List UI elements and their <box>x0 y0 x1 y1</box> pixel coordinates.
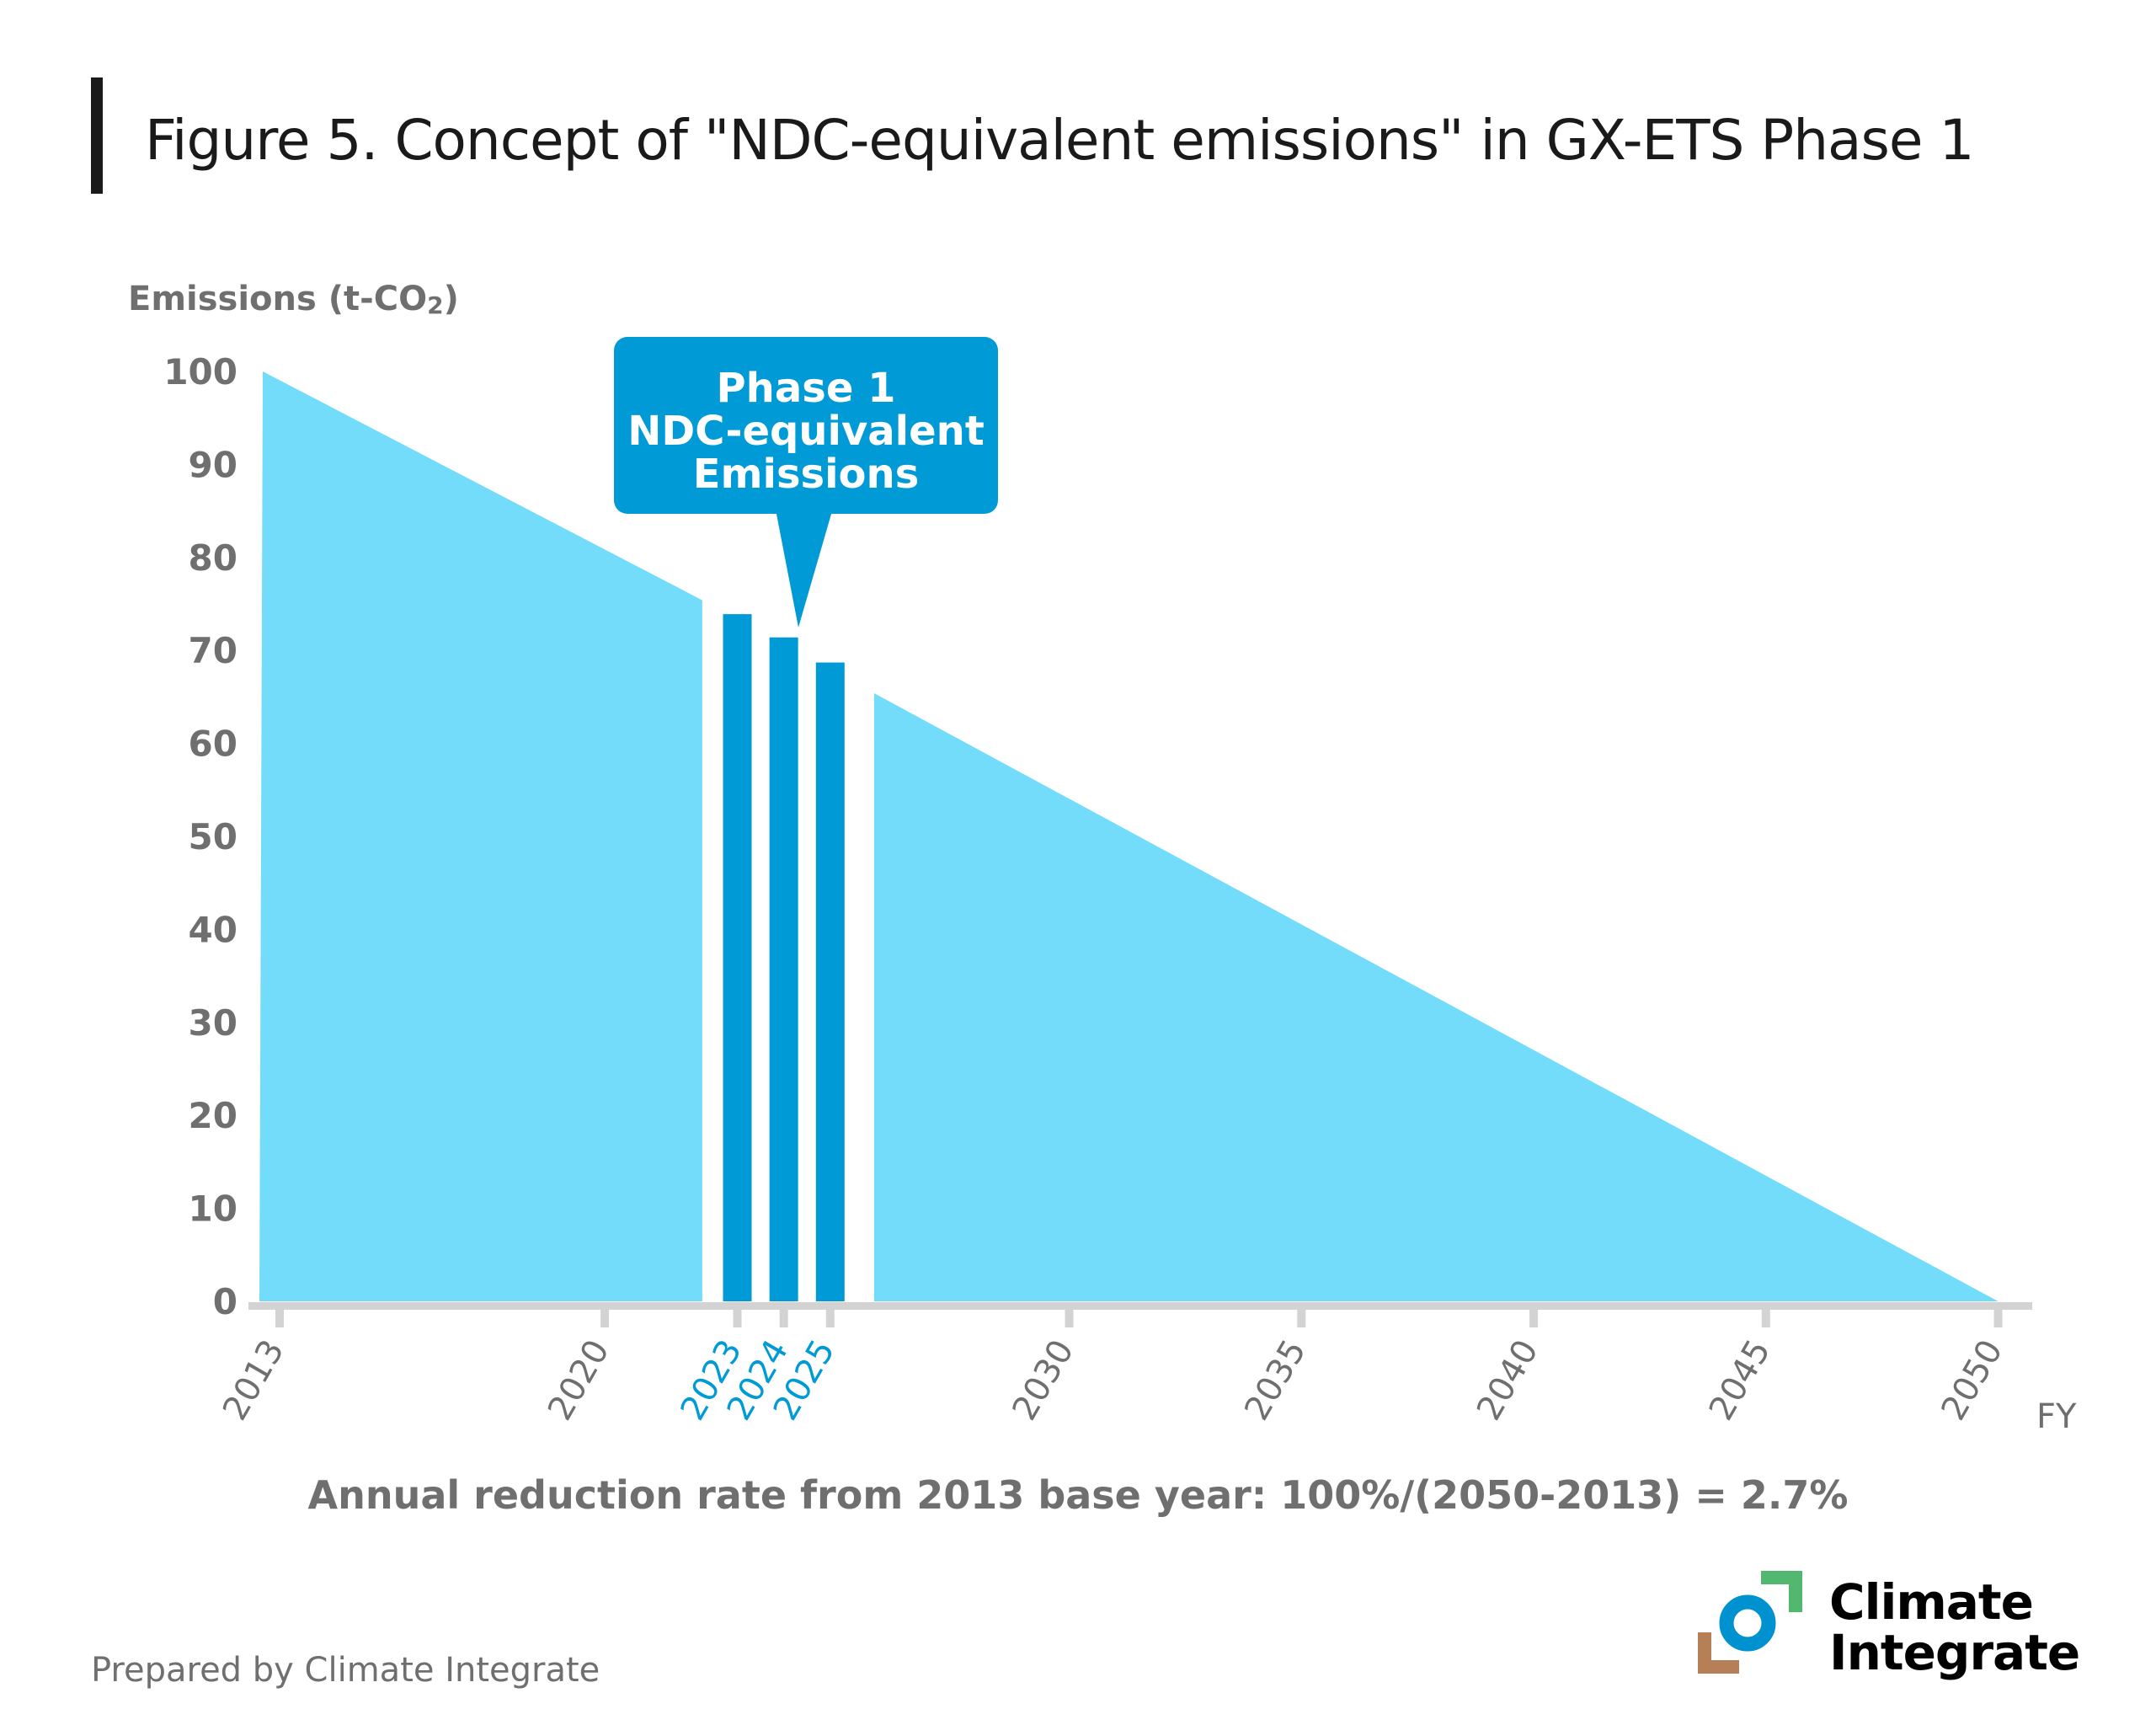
y-tick-label: 60 <box>189 724 237 765</box>
callout-line-3: Emissions <box>692 451 920 498</box>
y-axis-label-main: Emissions (t-CO <box>128 280 428 318</box>
y-tick-label: 50 <box>189 816 237 857</box>
y-tick-label: 40 <box>189 909 237 950</box>
y-tick-label: 100 <box>163 351 237 393</box>
reduction-rate-note: Annual reduction rate from 2013 base yea… <box>307 1472 1849 1518</box>
x-tick-label: 2035 <box>1237 1333 1314 1427</box>
x-tick-label: 2050 <box>1934 1333 2010 1427</box>
y-tick-label: 0 <box>213 1281 237 1322</box>
x-tick-label: 2040 <box>1470 1333 1546 1427</box>
x-tick-mark <box>779 1308 788 1327</box>
x-tick-mark <box>825 1308 835 1327</box>
x-axis-label: FY <box>2036 1397 2077 1436</box>
y-tick-label: 70 <box>189 630 237 671</box>
credit-text: Prepared by Climate Integrate <box>91 1651 600 1690</box>
x-tick-mark <box>1065 1308 1074 1327</box>
logo-wordmark: Climate Integrate <box>1829 1573 2080 1681</box>
x-tick-label: 2020 <box>541 1333 617 1427</box>
chart-title: Figure 5. Concept of "NDC-equivalent emi… <box>145 108 1974 173</box>
x-tick-mark <box>1761 1308 1770 1327</box>
callout-line-2: NDC-equivalent <box>627 408 985 455</box>
callout-pointer <box>775 505 834 628</box>
x-tick-mark <box>1529 1308 1539 1327</box>
y-axis-label-subscript: 2 <box>427 291 444 319</box>
x-tick-label: 2045 <box>1702 1333 1779 1427</box>
x-tick-label: 2030 <box>1005 1333 1081 1427</box>
y-tick-label: 80 <box>189 537 237 579</box>
y-axis-label: Emissions (t-CO2) <box>128 280 459 319</box>
area-segment <box>873 692 1999 1301</box>
logo-mark-icon <box>1698 1571 1802 1674</box>
y-tick-label: 90 <box>189 444 237 485</box>
bar-series <box>723 614 845 1301</box>
bar-2023 <box>723 614 752 1301</box>
title-accent-bar <box>91 77 103 194</box>
x-tick-label: 2013 <box>216 1333 292 1427</box>
area-series <box>259 371 1999 1301</box>
x-axis-line <box>248 1302 2032 1310</box>
y-tick-label: 20 <box>189 1095 237 1136</box>
callout-line-1: Phase 1 <box>716 365 896 412</box>
logo-line-2: Integrate <box>1829 1624 2080 1681</box>
y-axis-label-end: ) <box>443 280 459 318</box>
bar-2024 <box>769 637 798 1301</box>
x-tick-mark <box>1993 1308 2003 1327</box>
y-tick-label: 10 <box>189 1188 237 1230</box>
area-segment <box>259 371 702 1301</box>
x-tick-mark <box>1297 1308 1306 1327</box>
y-axis-ticks: 0 10 20 30 40 50 60 70 80 90 100 <box>163 351 237 1322</box>
logo-line-1: Climate <box>1829 1573 2034 1631</box>
y-tick-label: 30 <box>189 1002 237 1044</box>
x-axis <box>248 1302 2032 1310</box>
x-tick-mark <box>600 1308 610 1327</box>
x-tick-mark <box>733 1308 742 1327</box>
climate-integrate-logo: Climate Integrate <box>1691 1568 2112 1686</box>
bar-2025 <box>815 662 845 1301</box>
x-tick-mark <box>275 1308 284 1327</box>
callout-box: Phase 1 NDC-equivalent Emissions <box>614 337 998 514</box>
